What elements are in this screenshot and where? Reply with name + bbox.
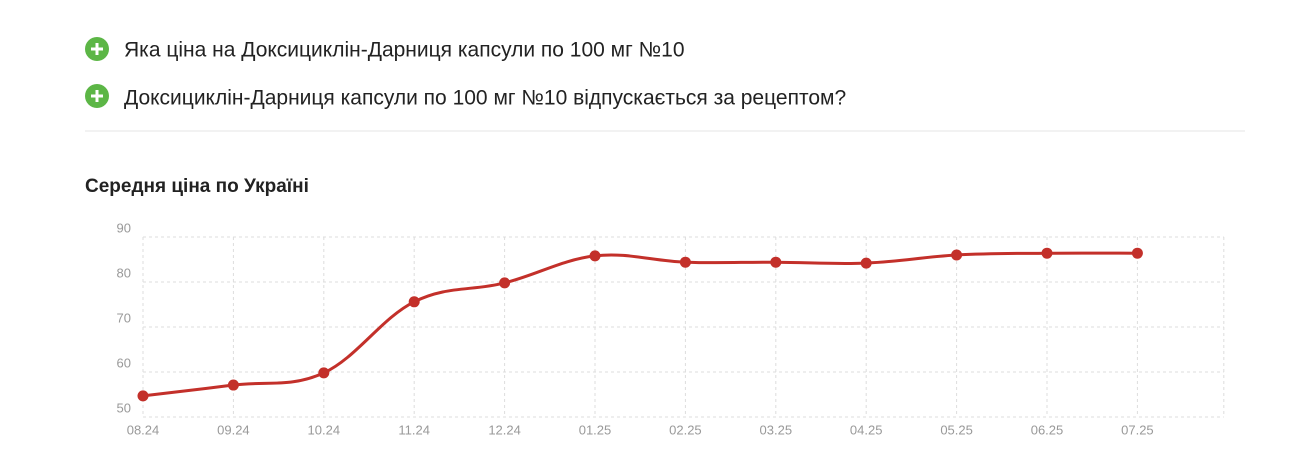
x-tick-label: 11.24 xyxy=(398,422,430,437)
y-tick-label: 90 xyxy=(117,220,131,235)
x-tick-label: 04.25 xyxy=(850,422,883,437)
faq-item[interactable]: Доксициклін-Дарниця капсули по 100 мг №1… xyxy=(85,84,846,110)
x-tick-label: 07.25 xyxy=(1121,422,1154,437)
data-point xyxy=(137,390,149,402)
x-tick-label: 01.25 xyxy=(579,422,612,437)
y-tick-label: 60 xyxy=(117,355,131,370)
x-tick-label: 02.25 xyxy=(669,422,702,437)
price-line xyxy=(142,251,1138,398)
faq-question: Яка ціна на Доксициклін-Дарниця капсули … xyxy=(124,39,685,62)
data-point xyxy=(318,367,330,379)
x-tick-label: 10.24 xyxy=(308,422,341,437)
data-point xyxy=(770,256,782,268)
data-point xyxy=(951,249,963,261)
data-point xyxy=(679,256,691,268)
data-point xyxy=(589,250,601,262)
faq-question: Доксициклін-Дарниця капсули по 100 мг №1… xyxy=(124,87,846,110)
data-point xyxy=(227,379,239,391)
x-tick-label: 03.25 xyxy=(760,422,793,437)
data-point xyxy=(1131,247,1143,259)
data-point xyxy=(499,277,511,289)
y-tick-label: 70 xyxy=(117,310,131,325)
chart-title: Середня ціна по Україні xyxy=(85,176,309,197)
x-tick-label: 12.24 xyxy=(488,422,521,437)
x-tick-label: 05.25 xyxy=(940,422,973,437)
x-tick-label: 09.24 xyxy=(217,422,250,437)
plus-sign xyxy=(91,90,103,102)
data-point xyxy=(860,257,872,269)
data-point xyxy=(1041,247,1053,259)
chart: 50 60 70 80 90 08.24 09.24 10.24 11.24 12.24 01.25… xyxy=(117,220,1225,437)
x-tick-label: 08.24 xyxy=(127,422,160,437)
y-tick-label: 80 xyxy=(117,265,131,280)
x-tick-label: 06.25 xyxy=(1031,422,1064,437)
y-tick-label: 50 xyxy=(117,400,131,415)
plus-sign xyxy=(91,43,103,55)
faq-item[interactable]: Яка ціна на Доксициклін-Дарниця капсули … xyxy=(85,37,685,62)
data-point xyxy=(408,296,420,308)
